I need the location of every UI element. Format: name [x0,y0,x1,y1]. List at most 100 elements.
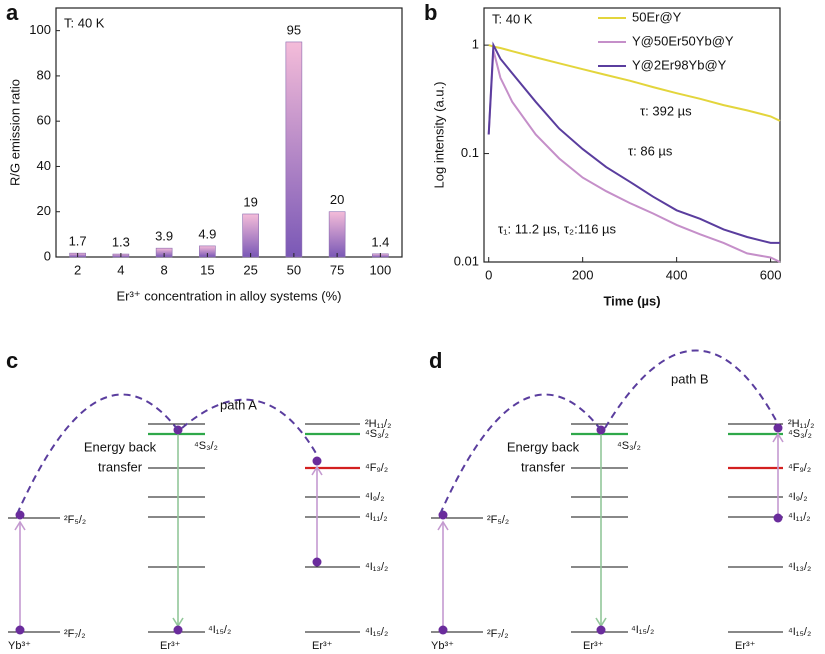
decay-curve [487,49,781,263]
electron [773,423,783,433]
level-label: ⁴I₁₃/₂ [365,561,388,573]
value-label: 19 [243,194,257,209]
y-axis-label: Log intensity (a.u.) [431,82,446,189]
level-label: ²F₇/₂ [487,628,509,640]
plot-frame [483,7,781,263]
energy-transfer-path [440,393,602,513]
level-label: ⁴I₁₅/₂ [365,626,388,638]
lifetime-label: τ: 86 µs [628,143,673,158]
level-label: ²H₁₁/₂ [365,418,391,430]
x-tick-label: 75 [330,262,344,277]
electron [15,625,25,635]
level-label: ⁴S₃/₂ [194,440,218,452]
y-tick-label: 20 [37,203,51,218]
panel-letter: d [429,348,442,373]
bar [242,213,259,258]
arrow-head [14,520,26,531]
energy-transfer-path [604,349,779,429]
y-tick-label: 0.01 [454,253,479,268]
ion-label: Yb³⁺ [8,640,31,652]
x-tick-label: 25 [243,262,257,277]
level-label: ⁴I₁₃/₂ [788,561,811,573]
level-label: ²H₁₁/₂ [788,418,814,430]
x-tick-label: 200 [572,267,594,282]
y-tick-label: 60 [37,113,51,128]
lifetime-label: τ: 392 µs [640,103,692,118]
electron [312,456,322,466]
annotation: T: 40 K [64,15,105,30]
arrow-head [311,465,323,476]
value-label: 4.9 [198,226,216,241]
level-label: ⁴I₁₁/₂ [788,511,811,523]
value-label: 3.9 [155,229,173,244]
ion-label: Er³⁺ [160,640,181,652]
legend-label: Y@50Er50Yb@Y [632,33,734,48]
level-label: ⁴F₉/₂ [365,462,388,474]
y-tick-label: 100 [29,22,51,37]
level-label: ²F₇/₂ [64,628,86,640]
electron [596,625,606,635]
x-tick-label: 8 [161,262,168,277]
decay-curve [487,41,780,244]
x-tick-label: 2 [74,262,81,277]
value-label: 1.7 [69,234,87,249]
y-tick-label: 1 [472,37,479,52]
y-tick-label: 0 [44,248,51,263]
note: transfer [521,459,566,474]
level-label: ⁴I₁₅/₂ [788,626,811,638]
panel-letter: b [424,0,437,25]
bar [328,211,346,258]
arrow-head [437,520,449,531]
ion-label: Er³⁺ [312,640,333,652]
note: Energy back [507,439,580,454]
y-axis-label: R/G emission ratio [7,79,22,186]
ion-label: Er³⁺ [735,640,756,652]
bar [285,41,303,258]
electron [438,510,448,520]
path-label: path A [220,397,257,412]
y-tick-label: 80 [37,67,51,82]
electron [15,510,25,520]
electron [438,625,448,635]
note: Energy back [84,439,157,454]
y-tick-label: 40 [37,158,51,173]
annotation: T: 40 K [492,11,533,26]
level-label: ⁴I₁₅/₂ [631,624,654,636]
path-label: path B [671,371,709,386]
x-tick-label: 15 [200,262,214,277]
value-label: 1.4 [371,234,389,249]
level-label: ⁴I₁₁/₂ [365,511,388,523]
level-label: ⁴S₃/₂ [365,428,389,440]
level-label: ²F₅/₂ [487,514,509,526]
level-label: ⁴I₉/₂ [788,491,807,503]
x-axis-label: Time (µs) [603,293,660,308]
electron [173,625,183,635]
ion-label: Er³⁺ [583,640,604,652]
note: transfer [98,459,143,474]
x-tick-label: 50 [287,262,301,277]
energy-transfer-path [17,393,179,513]
x-tick-label: 600 [760,267,782,282]
x-tick-label: 4 [117,262,124,277]
panel-letter: a [6,0,19,25]
panel-letter: c [6,348,18,373]
y-tick-label: 0.1 [461,145,479,160]
level-label: ²F₅/₂ [64,514,86,526]
legend-label: 50Er@Y [632,9,682,24]
level-label: ⁴I₉/₂ [365,491,384,503]
arrow-head [772,432,784,443]
x-tick-label: 100 [370,262,392,277]
level-label: ⁴S₃/₂ [617,440,641,452]
electron [773,513,783,523]
value-label: 20 [330,192,344,207]
value-label: 1.3 [112,234,130,249]
ion-label: Yb³⁺ [431,640,454,652]
x-axis-label: Er³⁺ concentration in alloy systems (%) [116,288,341,303]
level-label: ⁴F₉/₂ [788,462,811,474]
decay-curve [488,44,781,122]
x-tick-label: 400 [666,267,688,282]
lifetime-label: τ₁: 11.2 µs, τ₂:116 µs [498,221,617,236]
plot-frame [55,7,403,258]
electron [312,557,322,567]
